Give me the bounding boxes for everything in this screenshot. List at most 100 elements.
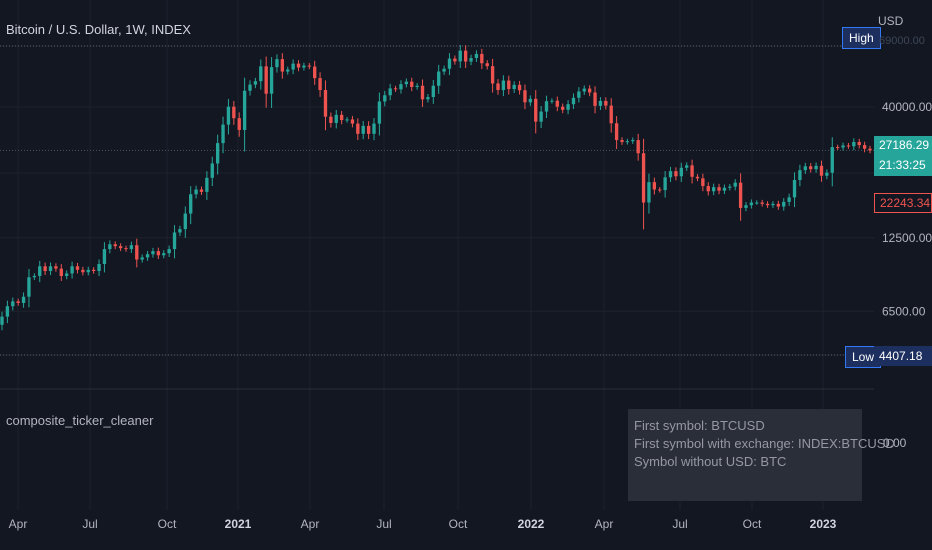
- candle[interactable]: [210, 156, 214, 187]
- candle-body[interactable]: [264, 66, 268, 94]
- candle-body[interactable]: [237, 118, 241, 130]
- candle[interactable]: [5, 300, 10, 324]
- candle-body[interactable]: [54, 266, 58, 269]
- candle[interactable]: [178, 225, 182, 237]
- candle-body[interactable]: [81, 269, 85, 273]
- candle-body[interactable]: [587, 88, 592, 93]
- candle-body[interactable]: [135, 245, 139, 260]
- candle[interactable]: [91, 267, 96, 274]
- candle-body[interactable]: [43, 266, 47, 272]
- candle-body[interactable]: [151, 251, 155, 255]
- candle[interactable]: [485, 60, 489, 70]
- candle-body[interactable]: [523, 90, 527, 103]
- candle-body[interactable]: [463, 50, 468, 62]
- candle-body[interactable]: [685, 165, 689, 168]
- candle[interactable]: [189, 186, 193, 225]
- candle-body[interactable]: [194, 189, 198, 195]
- candle[interactable]: [561, 103, 565, 114]
- candle[interactable]: [43, 262, 47, 276]
- candle-body[interactable]: [679, 167, 683, 177]
- candle[interactable]: [226, 98, 231, 135]
- candle[interactable]: [550, 98, 554, 104]
- candle[interactable]: [242, 77, 247, 152]
- candle-body[interactable]: [215, 143, 220, 164]
- candle[interactable]: [86, 266, 90, 276]
- candle-body[interactable]: [124, 248, 128, 250]
- candle[interactable]: [199, 186, 204, 196]
- candle-body[interactable]: [765, 203, 770, 206]
- candle[interactable]: [598, 97, 603, 111]
- candle-body[interactable]: [512, 84, 516, 90]
- candle[interactable]: [75, 262, 80, 274]
- candle[interactable]: [852, 138, 856, 151]
- candle[interactable]: [496, 79, 500, 95]
- time-axis[interactable]: Apr Jul Oct 2021 Apr Jul Oct 2022 Apr Jul Oct 2023: [9, 517, 837, 531]
- candle[interactable]: [803, 162, 807, 174]
- candle[interactable]: [809, 163, 813, 173]
- candle-body[interactable]: [108, 244, 112, 250]
- candle-body[interactable]: [323, 90, 328, 117]
- candle[interactable]: [38, 260, 42, 283]
- candle-body[interactable]: [167, 249, 171, 254]
- candle-body[interactable]: [507, 80, 511, 90]
- candle[interactable]: [307, 63, 311, 70]
- candle[interactable]: [463, 45, 468, 68]
- candle-body[interactable]: [620, 140, 624, 142]
- candle[interactable]: [658, 187, 662, 193]
- candle[interactable]: [701, 173, 705, 192]
- candle[interactable]: [679, 162, 683, 182]
- candle-body[interactable]: [641, 153, 646, 203]
- candle-body[interactable]: [183, 213, 187, 230]
- candle[interactable]: [760, 199, 764, 207]
- candle[interactable]: [706, 182, 710, 196]
- candle-body[interactable]: [420, 85, 425, 100]
- candle-body[interactable]: [776, 203, 781, 207]
- candle[interactable]: [172, 225, 177, 259]
- candle[interactable]: [647, 173, 651, 214]
- candle-body[interactable]: [32, 275, 37, 278]
- candle[interactable]: [738, 173, 743, 221]
- candle[interactable]: [528, 95, 533, 106]
- candle-body[interactable]: [485, 63, 489, 67]
- candle-body[interactable]: [453, 58, 457, 62]
- candle[interactable]: [361, 121, 365, 140]
- candle-body[interactable]: [70, 266, 74, 274]
- candle-body[interactable]: [668, 171, 673, 178]
- candle[interactable]: [156, 247, 161, 260]
- candle-body[interactable]: [16, 301, 20, 303]
- candle[interactable]: [377, 92, 382, 136]
- candle[interactable]: [577, 87, 581, 103]
- candle-body[interactable]: [841, 145, 845, 148]
- candle-body[interactable]: [652, 182, 657, 190]
- candle[interactable]: [582, 85, 586, 95]
- candle[interactable]: [765, 201, 770, 208]
- candle-body[interactable]: [232, 106, 236, 119]
- candle-body[interactable]: [329, 116, 333, 123]
- candle-body[interactable]: [517, 84, 522, 91]
- candle[interactable]: [339, 110, 344, 125]
- candle[interactable]: [744, 202, 748, 212]
- candle[interactable]: [135, 238, 139, 268]
- candle-body[interactable]: [695, 176, 700, 179]
- candle[interactable]: [835, 144, 840, 150]
- candle-body[interactable]: [717, 187, 721, 191]
- candle[interactable]: [118, 243, 123, 252]
- candle[interactable]: [280, 53, 285, 79]
- candle-body[interactable]: [701, 178, 705, 187]
- candle-body[interactable]: [496, 83, 500, 91]
- candle-body[interactable]: [404, 81, 409, 85]
- candle[interactable]: [393, 85, 398, 92]
- candle-body[interactable]: [706, 186, 710, 192]
- candle-body[interactable]: [437, 71, 441, 86]
- candle[interactable]: [614, 116, 619, 150]
- candle[interactable]: [862, 141, 867, 153]
- candle[interactable]: [431, 79, 435, 104]
- candle[interactable]: [275, 54, 279, 73]
- candle[interactable]: [410, 77, 414, 92]
- candle-body[interactable]: [226, 106, 231, 125]
- candle-body[interactable]: [318, 78, 322, 91]
- candle-body[interactable]: [501, 80, 506, 91]
- candle[interactable]: [652, 177, 657, 195]
- candle-body[interactable]: [275, 59, 279, 68]
- candle-body[interactable]: [604, 100, 608, 106]
